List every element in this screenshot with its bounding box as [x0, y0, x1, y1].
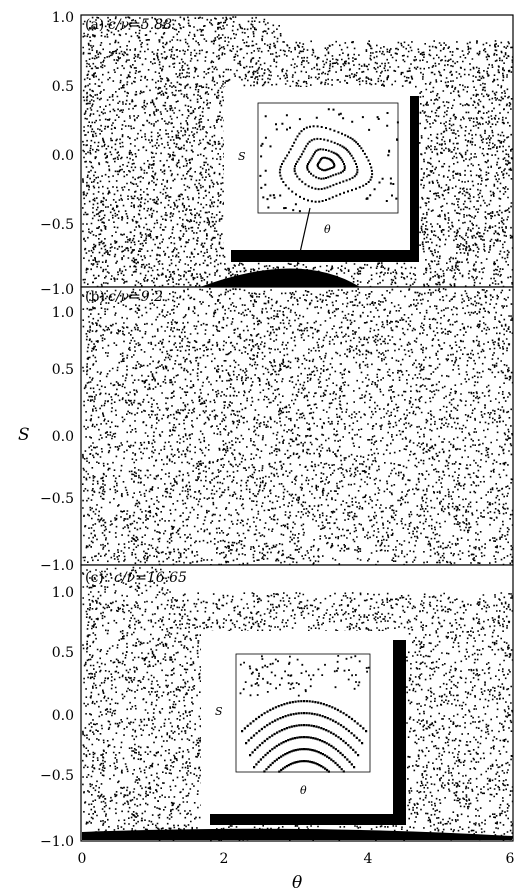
panel-b-label: (b) [85, 289, 105, 305]
panel-a-inset-pointer [296, 207, 311, 267]
regular-island [200, 268, 360, 287]
dense-band [82, 828, 512, 840]
panel-a-inset: S θ [224, 87, 419, 267]
panel-a-inset-xlabel: θ [324, 223, 331, 236]
x-axis-label: θ [292, 873, 302, 893]
panel-c-ytick-4: −1.0 [40, 834, 74, 850]
panel-a-ytick-4: −1.0 [40, 282, 74, 298]
panel-b-ytick-0: 1.0 [52, 305, 74, 321]
panel-c-xtick-2: 4 [364, 851, 373, 867]
panel-a-ytick-3: −0.5 [40, 217, 74, 233]
arch-curve [245, 712, 364, 745]
panel-c-inset: S θ [201, 631, 406, 825]
panel-b-ytick-2: 0.0 [52, 429, 74, 445]
panel-c-xtick-3: 6 [506, 851, 515, 867]
arch-curve [241, 700, 368, 733]
panel-c-ytick-0: 1.0 [52, 585, 74, 601]
panel-a-param: c/ν=5.88 [108, 17, 172, 33]
panel-a-ytick-2: 0.0 [52, 148, 74, 164]
panel-c-ytick-1: 0.5 [52, 645, 74, 661]
panel-c-ytick-2: 0.0 [52, 708, 74, 724]
panel-b-param: c/ν=9.2 [108, 289, 163, 305]
panel-b-ytick-1: 0.5 [52, 362, 74, 378]
panel-a-ytick-0: 1.0 [52, 10, 74, 26]
panel-c-label: (c) [85, 570, 104, 586]
panel-b-ytick-3: −0.5 [40, 491, 74, 507]
panel-c: (c) c/ν=16.65 S θ 1.0 0.5 0.0 −0.5 −1.0 … [40, 564, 515, 867]
arch-curve [249, 724, 360, 757]
panel-b-ytick-4: −1.0 [40, 558, 74, 574]
arch-curve [253, 736, 356, 769]
panel-a-label: (a) [85, 17, 104, 33]
panel-b: (b) c/ν=9.2 1.0 0.5 0.0 −0.5 −1.0 [40, 286, 514, 574]
panel-b-frame [80, 286, 514, 566]
panel-c-points [82, 566, 514, 842]
panel-a-ytick-1: 0.5 [52, 79, 74, 95]
arch-curve [278, 760, 330, 773]
panel-c-ytick-3: −0.5 [40, 768, 74, 784]
panel-b-points [82, 288, 514, 566]
panel-c-inset-ylabel: S [215, 705, 223, 718]
panel-c-xtick-0: 0 [78, 851, 87, 867]
y-axis-label: S [18, 425, 30, 445]
panel-c-xtick-1: 2 [220, 851, 229, 867]
panel-a-points [82, 16, 514, 288]
panel-a-inset-ylabel: S [238, 150, 246, 163]
panel-a: (a) c/ν=5.88 S θ 1.0 0.5 0.0 −0.5 −1.0 [40, 10, 514, 298]
scatter-points [82, 288, 514, 566]
panel-c-inset-xlabel: θ [300, 784, 307, 797]
panel-c-param: c/ν=16.65 [114, 570, 187, 586]
invariant-curve [316, 156, 336, 172]
